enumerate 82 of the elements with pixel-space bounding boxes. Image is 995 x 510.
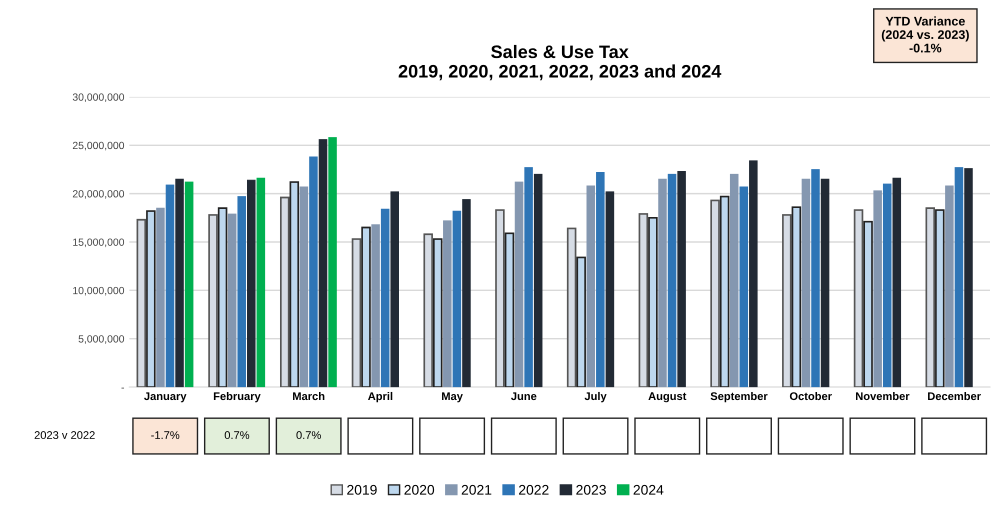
bar (749, 160, 758, 388)
bar (873, 190, 882, 388)
bar (166, 184, 174, 388)
legend-label: 2024 (634, 484, 664, 495)
x-tick-label: October (790, 392, 832, 400)
y-tick-label: 10,000,000 (73, 286, 124, 296)
x-tick-label: February (214, 392, 261, 402)
bar (658, 178, 667, 388)
bar (361, 226, 371, 388)
x-tick-label: November (856, 392, 910, 400)
bar (300, 186, 308, 388)
bar (882, 184, 892, 388)
bar (390, 191, 399, 388)
bar (309, 156, 318, 388)
legend-label: 2021 (462, 484, 492, 495)
x-tick-label: June (511, 392, 536, 400)
bar (452, 210, 462, 388)
legend-label: 2022 (519, 484, 549, 495)
y-tick-label: 15,000,000 (73, 238, 124, 248)
text: 2023 v 2022 (34, 431, 95, 440)
text: 0.7% (296, 431, 321, 440)
x-tick-label: April (368, 392, 392, 402)
bar (247, 180, 256, 388)
bar (802, 178, 810, 388)
y-tick-label: 25,000,000 (72, 142, 124, 150)
bar (514, 182, 524, 388)
legend-label: 2023 (576, 484, 606, 495)
bar (256, 178, 266, 388)
bar (677, 171, 686, 388)
legend-label: 2020 (404, 484, 434, 495)
bar (433, 238, 443, 388)
bar (462, 199, 471, 388)
y-tick-label: 30,000,000 (72, 93, 124, 102)
bar (371, 224, 380, 388)
bar (792, 206, 802, 388)
bar (184, 182, 194, 388)
bar (228, 214, 236, 388)
text: -1.7% (151, 431, 180, 439)
y-tick-label: 5,000,000 (78, 335, 124, 344)
x-tick-label: January (144, 392, 186, 402)
y-tick-label: 20,000,000 (72, 190, 124, 199)
bar (720, 196, 730, 388)
chart-title: Sales & Use Tax 2019, 2020, 2021, 2022, 2023 and 2024 (398, 44, 722, 80)
bar (935, 209, 945, 388)
bar (740, 186, 748, 388)
bar (820, 178, 830, 388)
bar (237, 196, 246, 388)
bar (318, 139, 328, 388)
bar (218, 207, 228, 388)
x-tick-label: September (710, 392, 768, 402)
bar (443, 220, 452, 388)
y-tick-label: - (121, 388, 124, 389)
x-tick-label: December (928, 392, 981, 400)
bar (380, 208, 390, 388)
bar (954, 167, 964, 388)
bar (504, 232, 514, 388)
text: YTD Variance (2024 vs. 2023) -0.1% (882, 16, 969, 53)
x-tick-label: August (648, 392, 686, 402)
legend-label: 2019 (347, 484, 377, 495)
bar (534, 174, 542, 388)
bar (576, 256, 586, 388)
x-tick-label: March (293, 392, 324, 400)
bar (892, 178, 902, 388)
bar (964, 168, 973, 388)
bar (156, 208, 165, 388)
text: 0.7% (224, 431, 250, 440)
x-tick-label: July (584, 392, 607, 402)
bar (668, 174, 676, 388)
bar (524, 167, 533, 388)
bar (328, 137, 337, 388)
bar (648, 216, 658, 388)
bar (730, 174, 738, 388)
bar (290, 181, 300, 388)
bar (175, 178, 184, 388)
bar (606, 191, 614, 388)
x-tick-label: May (442, 392, 463, 402)
bar (945, 186, 954, 388)
bar (863, 220, 873, 388)
bar (586, 186, 596, 388)
bar (596, 172, 605, 388)
bar (146, 210, 156, 388)
bar (811, 169, 820, 388)
